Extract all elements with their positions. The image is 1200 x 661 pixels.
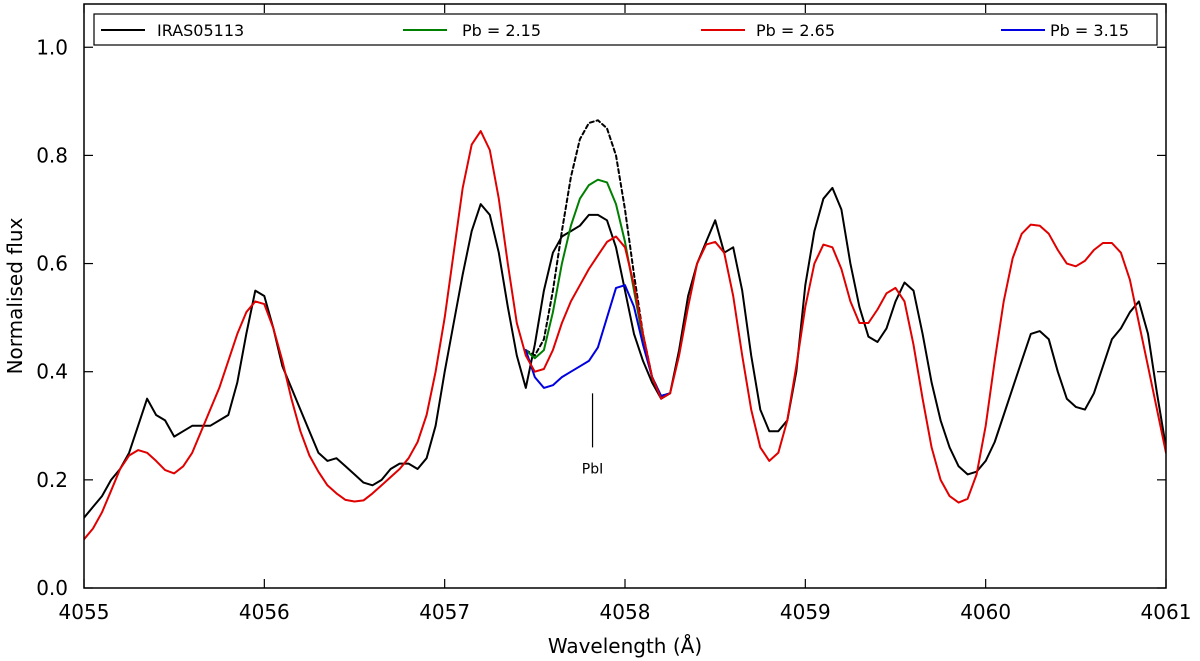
legend-label-1: Pb = 2.15 [462, 21, 541, 40]
ticks-layer: 4055 4056 4057 4058 4059 4060 4061 0.0 0.2 0.4 0.6… [36, 4, 1191, 624]
y-tick-label: 1.0 [36, 35, 68, 59]
legend-label-2: Pb = 2.65 [756, 21, 835, 40]
series-line-3 [524, 284, 672, 397]
x-tick-label: 4059 [780, 600, 831, 624]
series-line-4 [84, 130, 1166, 541]
series-layer [84, 119, 1166, 541]
x-tick-label: 4060 [960, 600, 1011, 624]
y-tick-label: 0.2 [36, 468, 68, 492]
annotation-layer: PbI [582, 393, 603, 477]
plot-frame [83, 3, 1167, 589]
series-line-1 [524, 119, 672, 397]
x-tick-label: 4061 [1141, 600, 1192, 624]
y-tick-label: 0.0 [36, 576, 68, 600]
annotation-label: PbI [582, 461, 603, 477]
legend-box [93, 13, 1158, 46]
x-tick-label: 4057 [419, 600, 470, 624]
x-tick-label: 4058 [600, 600, 651, 624]
y-axis-label: Normalised flux [3, 217, 27, 374]
y-tick-label: 0.4 [36, 360, 68, 384]
legend-label-0: IRAS05113 [157, 21, 244, 40]
x-tick-label: 4055 [59, 600, 110, 624]
legend-label-3: Pb = 3.15 [1050, 21, 1129, 40]
y-tick-label: 0.6 [36, 252, 68, 276]
x-tick-label: 4056 [239, 600, 290, 624]
y-tick-label: 0.8 [36, 143, 68, 167]
series-line-0 [84, 186, 1166, 519]
legend: IRAS05113 Pb = 2.15 Pb = 2.65 Pb = 3.15 [93, 13, 1158, 46]
x-axis-label: Wavelength (Å) [548, 634, 702, 658]
